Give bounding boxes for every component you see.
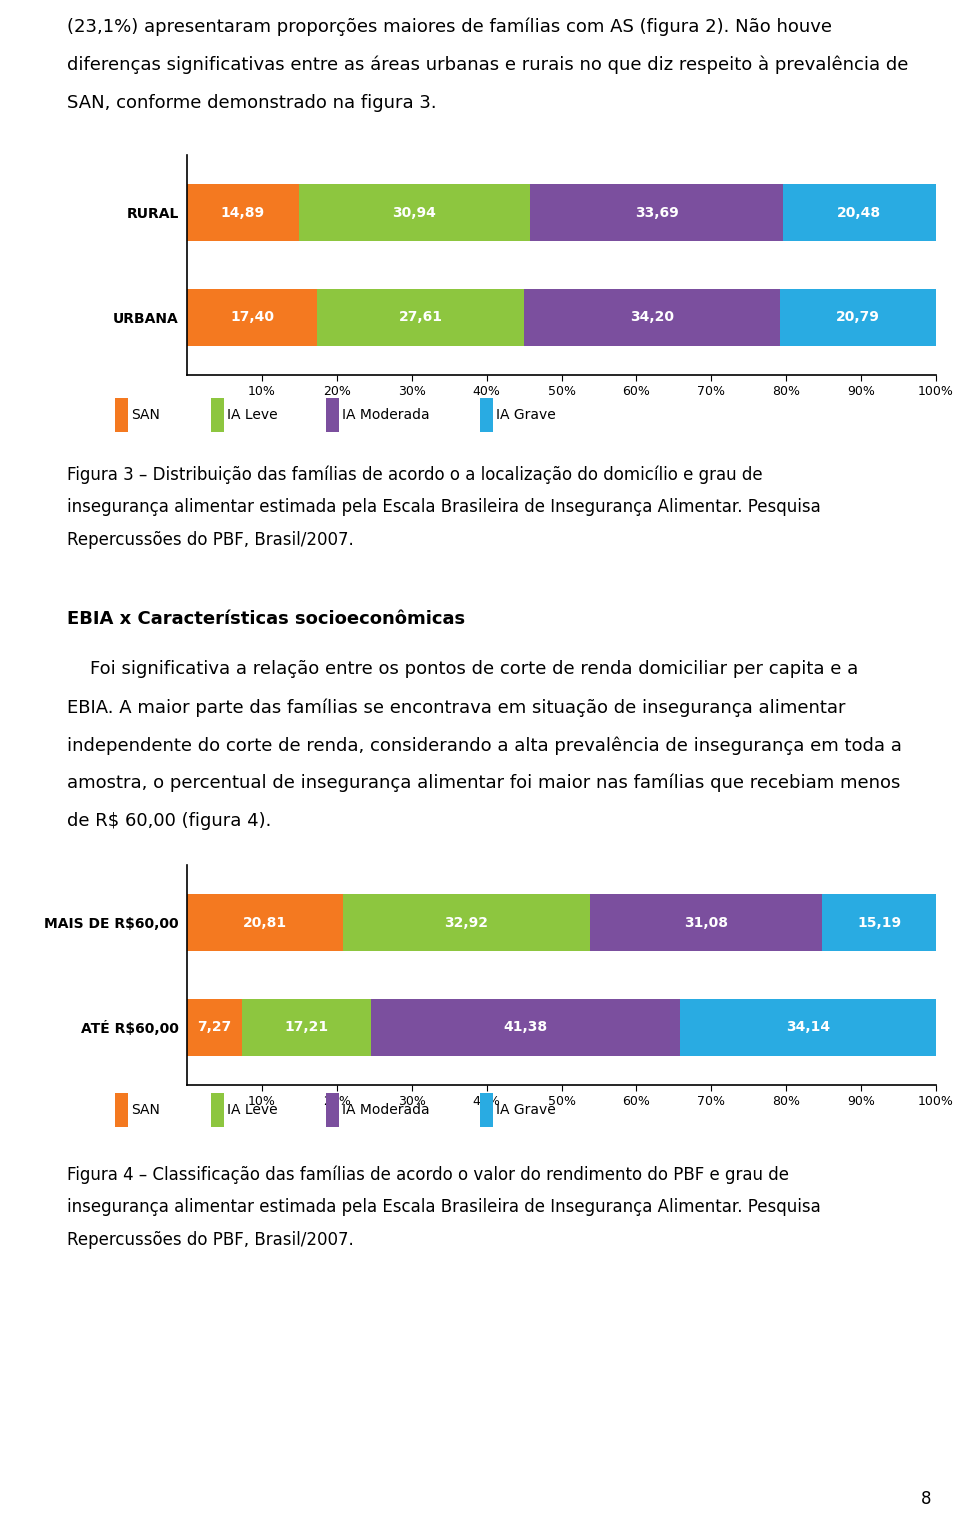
Text: IA Grave: IA Grave — [495, 407, 555, 423]
Text: 20,48: 20,48 — [837, 205, 881, 219]
Bar — [318, 289, 524, 347]
Text: Repercussões do PBF, Brasil/2007.: Repercussões do PBF, Brasil/2007. — [67, 1231, 354, 1249]
Text: EBIA. A maior parte das famílias se encontrava em situação de insegurança alimen: EBIA. A maior parte das famílias se enco… — [67, 698, 846, 716]
Text: 20,79: 20,79 — [836, 310, 880, 324]
Text: 41,38: 41,38 — [503, 1020, 547, 1035]
Text: 34,14: 34,14 — [786, 1020, 830, 1035]
Text: IA Grave: IA Grave — [495, 1104, 555, 1117]
Text: 27,61: 27,61 — [398, 310, 443, 324]
Text: 20,81: 20,81 — [243, 915, 287, 930]
Text: insegurança alimentar estimada pela Escala Brasileira de Insegurança Alimentar. : insegurança alimentar estimada pela Esca… — [67, 499, 821, 515]
Bar — [823, 894, 936, 952]
Bar — [187, 184, 299, 242]
Text: 17,40: 17,40 — [230, 310, 275, 324]
Text: SAN: SAN — [131, 1104, 159, 1117]
Text: IA Moderada: IA Moderada — [342, 1104, 429, 1117]
Text: SAN, conforme demonstrado na figura 3.: SAN, conforme demonstrado na figura 3. — [67, 94, 437, 112]
Text: insegurança alimentar estimada pela Escala Brasileira de Insegurança Alimentar. : insegurança alimentar estimada pela Esca… — [67, 1198, 821, 1216]
Text: Figura 3 – Distribuição das famílias de acordo o a localização do domicílio e gr: Figura 3 – Distribuição das famílias de … — [67, 465, 763, 483]
Text: 8: 8 — [921, 1490, 931, 1508]
Text: Repercussões do PBF, Brasil/2007.: Repercussões do PBF, Brasil/2007. — [67, 530, 354, 549]
Bar — [530, 184, 782, 242]
Text: IA Moderada: IA Moderada — [342, 407, 429, 423]
Bar — [187, 289, 318, 347]
Text: 30,94: 30,94 — [393, 205, 437, 219]
Bar — [343, 894, 589, 952]
Text: (23,1%) apresentaram proporções maiores de famílias com AS (figura 2). Não houve: (23,1%) apresentaram proporções maiores … — [67, 18, 832, 36]
Text: 32,92: 32,92 — [444, 915, 489, 930]
Text: 14,89: 14,89 — [221, 205, 265, 219]
Text: 7,27: 7,27 — [198, 1020, 231, 1035]
Text: independente do corte de renda, considerando a alta prevalência de insegurança e: independente do corte de renda, consider… — [67, 736, 902, 754]
Bar — [187, 999, 242, 1056]
Text: IA Leve: IA Leve — [227, 407, 277, 423]
Bar — [782, 184, 936, 242]
Text: Foi significativa a relação entre os pontos de corte de renda domiciliar per cap: Foi significativa a relação entre os pon… — [67, 660, 858, 678]
Text: diferenças significativas entre as áreas urbanas e rurais no que diz respeito à : diferenças significativas entre as áreas… — [67, 56, 908, 74]
Bar — [371, 999, 681, 1056]
Bar — [780, 289, 936, 347]
Text: IA Leve: IA Leve — [227, 1104, 277, 1117]
Bar — [681, 999, 936, 1056]
Bar — [589, 894, 823, 952]
Text: de R$ 60,00 (figura 4).: de R$ 60,00 (figura 4). — [67, 812, 272, 830]
Bar — [187, 894, 343, 952]
Text: 15,19: 15,19 — [857, 915, 901, 930]
Bar — [524, 289, 780, 347]
Text: amostra, o percentual de insegurança alimentar foi maior nas famílias que recebi: amostra, o percentual de insegurança ali… — [67, 774, 900, 792]
Text: 34,20: 34,20 — [631, 310, 674, 324]
Text: Figura 4 – Classificação das famílias de acordo o valor do rendimento do PBF e g: Figura 4 – Classificação das famílias de… — [67, 1164, 789, 1184]
Text: 31,08: 31,08 — [684, 915, 728, 930]
Text: 33,69: 33,69 — [635, 205, 679, 219]
Text: 17,21: 17,21 — [284, 1020, 328, 1035]
Text: SAN: SAN — [131, 407, 159, 423]
Bar — [242, 999, 371, 1056]
Bar — [299, 184, 530, 242]
Text: EBIA x Características socioeconômicas: EBIA x Características socioeconômicas — [67, 610, 466, 628]
